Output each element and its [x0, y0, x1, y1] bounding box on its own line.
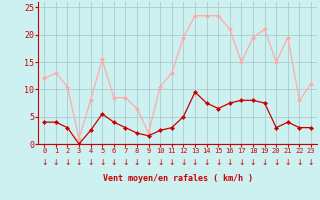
Text: ↓: ↓ [261, 158, 268, 167]
Text: ↓: ↓ [296, 158, 303, 167]
Text: ↓: ↓ [145, 158, 152, 167]
Text: ↓: ↓ [238, 158, 244, 167]
Text: ↓: ↓ [87, 158, 94, 167]
Text: ↓: ↓ [204, 158, 210, 167]
Text: ↓: ↓ [169, 158, 175, 167]
Text: ↓: ↓ [99, 158, 105, 167]
Text: ↓: ↓ [52, 158, 59, 167]
Text: ↓: ↓ [157, 158, 164, 167]
Text: ↓: ↓ [192, 158, 198, 167]
Text: ↓: ↓ [41, 158, 47, 167]
Text: ↓: ↓ [273, 158, 279, 167]
Text: ↓: ↓ [284, 158, 291, 167]
Text: ↓: ↓ [215, 158, 221, 167]
Text: ↓: ↓ [111, 158, 117, 167]
Text: ↓: ↓ [308, 158, 314, 167]
Text: ↓: ↓ [180, 158, 187, 167]
Text: ↓: ↓ [134, 158, 140, 167]
Text: ↓: ↓ [250, 158, 256, 167]
Text: ↓: ↓ [64, 158, 71, 167]
Text: ↓: ↓ [227, 158, 233, 167]
X-axis label: Vent moyen/en rafales ( km/h ): Vent moyen/en rafales ( km/h ) [103, 174, 252, 183]
Text: ↓: ↓ [122, 158, 129, 167]
Text: ↓: ↓ [76, 158, 82, 167]
